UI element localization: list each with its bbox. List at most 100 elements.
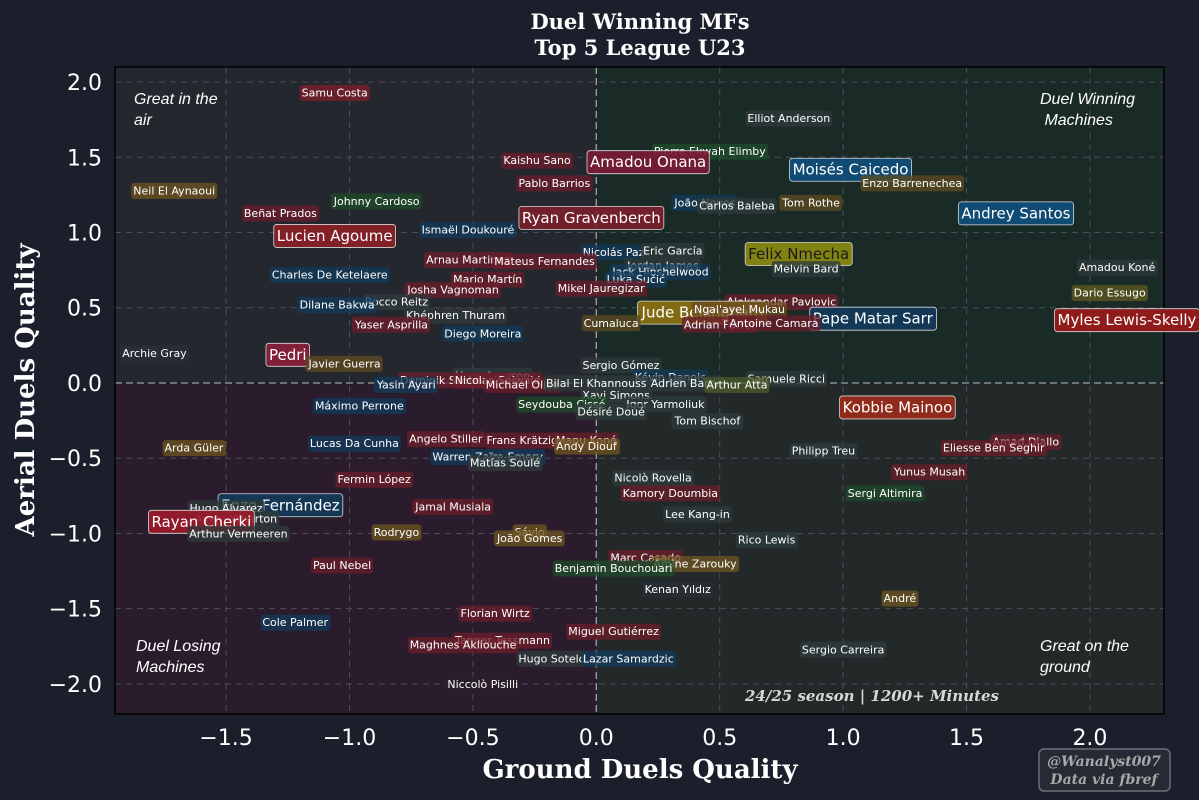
player-point: Archie Gray bbox=[120, 345, 190, 362]
player-label-box bbox=[265, 342, 310, 367]
player-name: Ryan Gravenberch bbox=[522, 209, 661, 227]
player-point: Sergio Gómez bbox=[580, 357, 662, 374]
player-name: Rodrygo bbox=[374, 526, 420, 539]
y-tick-label: −1.0 bbox=[49, 522, 102, 547]
player-name: Beñat Prados bbox=[244, 207, 317, 220]
player-point: Philipp Treu bbox=[789, 443, 858, 460]
player-point: Cumaluca bbox=[581, 315, 641, 332]
x-tick-label: −0.5 bbox=[446, 726, 499, 751]
player-label-box bbox=[412, 498, 494, 515]
player-point: Samu Costa bbox=[299, 85, 370, 102]
y-tick-label: −1.5 bbox=[49, 598, 102, 623]
player-label-box bbox=[445, 676, 521, 693]
player-name: Pape Matar Sarr bbox=[813, 310, 934, 328]
player-label-box bbox=[860, 175, 965, 192]
player-label-box bbox=[407, 431, 485, 448]
player-name: Niccolò Pisilli bbox=[447, 678, 518, 691]
player-point: Tom Rothe bbox=[779, 194, 843, 211]
player-point: Dilane Bakwa bbox=[297, 297, 377, 314]
x-tick-labels: −1.5 −1.0 −0.5 0.0 0.5 1.0 1.5 2.0 bbox=[199, 726, 1107, 751]
player-name: Hugo Sotelo bbox=[518, 652, 585, 665]
x-tick-label: 2.0 bbox=[1072, 726, 1107, 751]
player-name: Sergi Altimira bbox=[848, 487, 923, 500]
player-point: Kamory Doumbia bbox=[620, 485, 721, 502]
player-name: Rico Lewis bbox=[738, 533, 796, 546]
player-name: Archie Gray bbox=[122, 347, 187, 360]
player-point: Yaser Asprilla bbox=[351, 316, 431, 333]
player-point: Arda Güler bbox=[162, 440, 226, 457]
player-label-box bbox=[727, 315, 821, 332]
y-tick-label: −2.0 bbox=[49, 673, 102, 698]
player-point: Josha Vagnoman bbox=[404, 282, 501, 299]
player-point: Eric García bbox=[641, 243, 705, 260]
player-point: Diego Moreira bbox=[442, 325, 524, 342]
player-point: Antoine Camara bbox=[727, 315, 821, 332]
player-name: Andrey Santos bbox=[961, 204, 1070, 222]
player-name: Eliesse Ben Seghir bbox=[943, 442, 1045, 455]
player-point: Charles De Ketelaere bbox=[269, 267, 390, 284]
x-tick-label: 1.5 bbox=[949, 726, 984, 751]
player-point: Michael Olise bbox=[483, 376, 561, 393]
player-label-box bbox=[373, 376, 438, 393]
player-label-box bbox=[260, 614, 331, 631]
player-point: Carlos Baleba bbox=[697, 197, 777, 214]
player-name: Rocco Reitz bbox=[365, 296, 428, 309]
player-name: Sergio Carreira bbox=[802, 643, 884, 656]
player-label-box bbox=[162, 440, 226, 457]
player-label-box bbox=[554, 438, 620, 455]
player-point: Kenan Yıldız bbox=[642, 581, 714, 598]
player-point: Lucien Agoume bbox=[273, 224, 396, 248]
x-tick-label: 1.0 bbox=[826, 726, 861, 751]
player-label-box bbox=[771, 261, 841, 278]
credit-box: @Wanalyst007 Data via fbref bbox=[1038, 748, 1171, 792]
x-tick-label: −1.5 bbox=[199, 726, 252, 751]
player-label-box bbox=[404, 282, 501, 299]
player-name: Elliot Anderson bbox=[747, 112, 830, 125]
y-axis-label: Aerial Duels Quality bbox=[11, 243, 41, 538]
player-name: Frans Krätzig bbox=[486, 434, 558, 447]
player-name: Nicolò Rovella bbox=[614, 472, 691, 485]
player-point: Rocco Reitz bbox=[362, 294, 431, 311]
player-label-box bbox=[648, 375, 723, 392]
quadrant-bottom-right bbox=[596, 382, 1164, 714]
player-name: Sergio Gómez bbox=[583, 359, 660, 372]
player-point: Javier Guerra bbox=[305, 355, 383, 372]
player-label-box bbox=[299, 85, 370, 102]
player-name: Khéphren Thuram bbox=[406, 309, 505, 322]
player-point: Maghnes Akliouche bbox=[407, 637, 519, 654]
player-point: Lee Kang-in bbox=[663, 506, 732, 523]
player-label-box bbox=[131, 182, 218, 199]
player-name: Eric García bbox=[643, 245, 702, 258]
player-point: Miguel Gutiérrez bbox=[566, 623, 662, 640]
player-label-box bbox=[1076, 259, 1158, 276]
player-label-box bbox=[691, 301, 787, 318]
player-label-box bbox=[845, 485, 925, 502]
player-name: Josha Vagnoman bbox=[406, 284, 498, 297]
player-label-box bbox=[697, 197, 777, 214]
player-point: Pape Matar Sarr bbox=[809, 306, 937, 331]
player-name: Lee Kang-in bbox=[665, 508, 730, 521]
player-name: João Gomes bbox=[496, 532, 563, 545]
quad-label-bottom-right-2: ground bbox=[1040, 659, 1091, 676]
x-tick-label: −1.0 bbox=[323, 726, 376, 751]
y-tick-label: −0.5 bbox=[49, 447, 102, 472]
player-label-box bbox=[671, 413, 744, 430]
player-name: Lazar Samardzic bbox=[583, 652, 674, 665]
plot-frame bbox=[114, 66, 1165, 715]
player-label-box bbox=[310, 557, 374, 574]
player-point: Fermin López bbox=[335, 471, 414, 488]
player-name: Kobbie Mainoo bbox=[843, 398, 953, 416]
player-point: Elliot Anderson bbox=[745, 110, 833, 127]
player-name: Nicolás Paz bbox=[583, 246, 645, 259]
player-point: Melvin Bard bbox=[771, 261, 841, 278]
player-label-box bbox=[580, 244, 647, 261]
player-point: Enzo Barrenechea bbox=[860, 175, 965, 192]
player-label-box bbox=[362, 294, 431, 311]
player-name: Désiré Doué bbox=[577, 406, 645, 419]
player-name: Diego Moreira bbox=[444, 327, 521, 340]
player-label-box bbox=[620, 485, 721, 502]
y-tick-label: 0.5 bbox=[67, 297, 102, 322]
player-name: Arthur Atta bbox=[706, 378, 767, 391]
player-label-box bbox=[789, 443, 858, 460]
player-label-box bbox=[269, 267, 390, 284]
